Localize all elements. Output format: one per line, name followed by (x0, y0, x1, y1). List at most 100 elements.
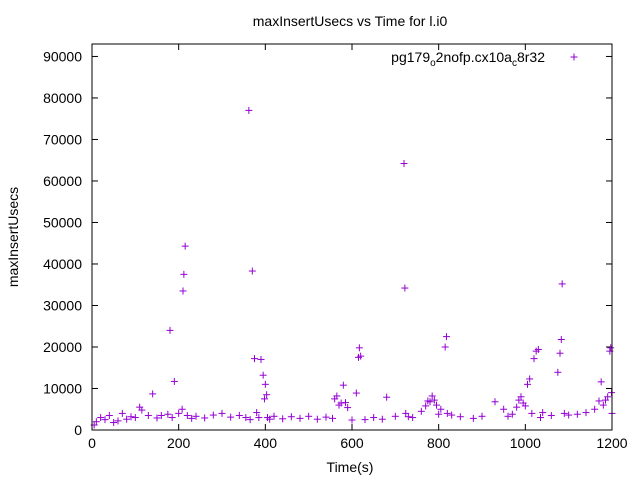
y-tick-label: 30000 (43, 297, 82, 313)
data-point (443, 409, 451, 417)
data-point (558, 280, 566, 288)
data-point (352, 389, 360, 397)
x-tick-label: 200 (167, 435, 191, 451)
data-point (296, 414, 304, 422)
data-point (123, 415, 131, 423)
legend-marker-plus (570, 53, 578, 61)
y-tick-label: 60000 (43, 173, 82, 189)
data-point (92, 418, 100, 426)
data-point (526, 375, 534, 383)
data-point (560, 409, 568, 417)
data-point (164, 410, 172, 418)
data-point (329, 414, 336, 422)
data-point (227, 413, 235, 421)
data-point (400, 160, 408, 168)
data-point (391, 412, 399, 420)
data-point (409, 414, 417, 422)
data-point (333, 392, 341, 400)
data-point (524, 380, 531, 388)
data-point (537, 414, 544, 422)
data-point (110, 419, 118, 427)
data-point (218, 409, 226, 417)
data-point (157, 411, 165, 419)
data-point (97, 414, 105, 422)
chart-title: maxInsertUsecs vs Time for l.i0 (253, 13, 448, 29)
data-point (348, 416, 356, 424)
data-point (181, 242, 189, 250)
data-point (144, 411, 152, 419)
data-point (246, 416, 254, 424)
data-point (114, 417, 122, 425)
data-point (573, 410, 581, 418)
legend: pg179o2nofp.cx10ac8r32 (391, 49, 578, 69)
y-tick-label: 90000 (43, 48, 82, 64)
data-point (257, 355, 265, 363)
data-point (378, 415, 386, 423)
data-point (433, 401, 440, 409)
data-point (604, 393, 612, 401)
data-point (118, 409, 126, 417)
data-point (607, 344, 615, 352)
data-point (127, 413, 135, 421)
data-point (401, 284, 409, 292)
data-point (313, 415, 321, 423)
data-point (361, 416, 369, 424)
data-point (305, 412, 313, 420)
data-point (528, 409, 536, 417)
x-tick-label: 1200 (596, 435, 627, 451)
data-point (513, 403, 521, 411)
data-point (251, 355, 258, 363)
data-point (437, 405, 445, 413)
data-point (547, 411, 555, 419)
y-tick-label: 80000 (43, 90, 82, 106)
x-tick-label: 1000 (510, 435, 541, 451)
data-point (441, 343, 449, 351)
data-point (253, 409, 261, 417)
data-point (266, 415, 274, 423)
legend-marker (570, 53, 578, 61)
data-point (469, 414, 477, 422)
y-tick-label: 70000 (43, 131, 82, 147)
data-point (322, 413, 330, 421)
data-point (261, 380, 269, 388)
data-point (504, 412, 512, 420)
data-point (435, 410, 443, 418)
data-point (175, 409, 183, 417)
data-point (149, 390, 157, 398)
y-tick-label: 10000 (43, 380, 82, 396)
data-point (260, 395, 268, 403)
data-point (201, 414, 209, 422)
data-point (105, 411, 113, 419)
data-point (534, 345, 542, 353)
data-point (357, 352, 365, 360)
data-point (404, 413, 412, 421)
data-point (180, 270, 188, 278)
data-point (270, 412, 278, 420)
plot-frame (91, 43, 613, 431)
data-point (595, 397, 603, 405)
data-point (188, 414, 196, 422)
data-point (591, 405, 599, 413)
x-tick-label: 600 (340, 435, 364, 451)
data-point (170, 377, 178, 385)
data-point (426, 398, 434, 406)
data-point (530, 355, 538, 363)
data-point (428, 392, 436, 400)
x-tick-label: 400 (254, 435, 278, 451)
data-point (255, 414, 263, 422)
y-tick-label: 20000 (43, 339, 82, 355)
data-point (565, 411, 573, 419)
data-point (245, 106, 253, 114)
data-point (131, 414, 139, 422)
data-point (339, 381, 347, 389)
y-tick-label: 40000 (43, 256, 82, 272)
x-tick-label: 800 (427, 435, 451, 451)
data-point (554, 368, 562, 376)
data-point (456, 413, 464, 421)
data-point (521, 402, 529, 410)
data-point (179, 287, 187, 295)
data-point (235, 411, 243, 419)
data-point (209, 411, 217, 419)
data-point (263, 391, 271, 399)
